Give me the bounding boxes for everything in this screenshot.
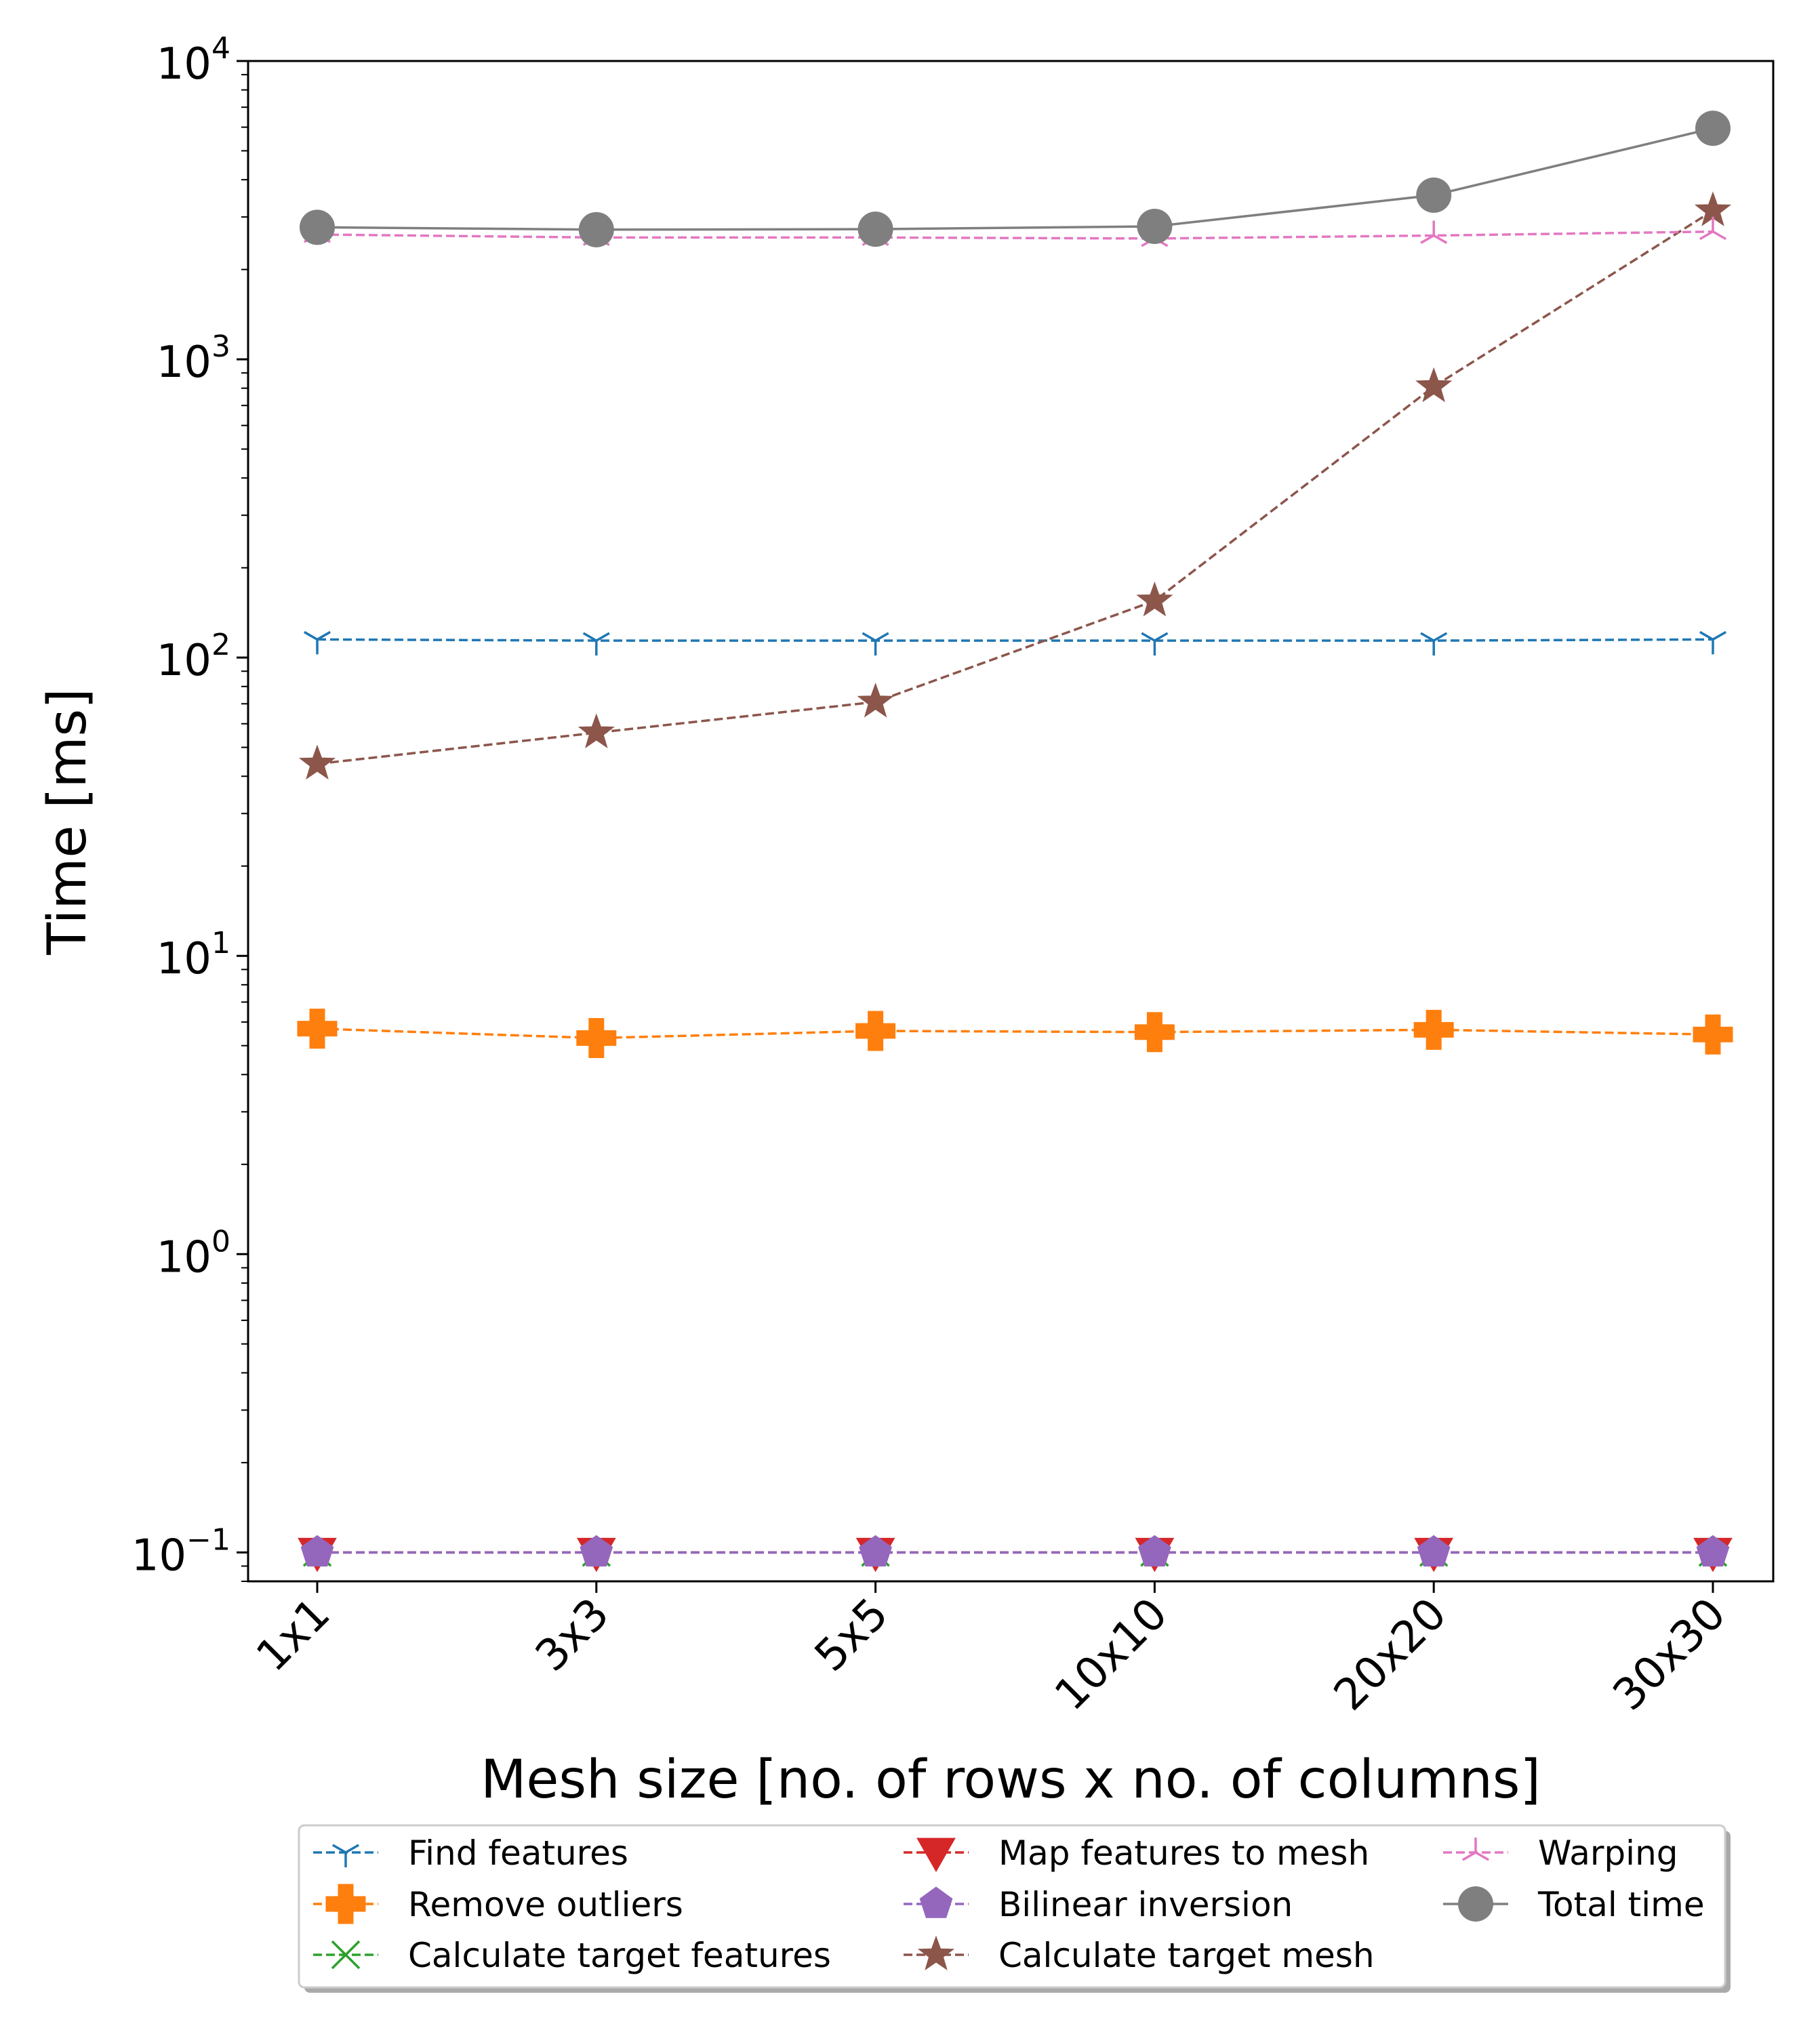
axes-frame xyxy=(247,60,1775,1583)
data-point xyxy=(1699,630,1727,655)
data-point xyxy=(1415,367,1453,403)
legend-marker xyxy=(325,1884,366,1924)
y-tick-label-base: 10 xyxy=(132,1530,186,1581)
series-find-features xyxy=(303,630,1727,656)
y-tick-label-exponent: 2 xyxy=(211,628,230,662)
legend-marker xyxy=(1461,1838,1490,1861)
y-tick-label: 104 xyxy=(157,31,230,89)
legend-marker xyxy=(919,1886,953,1918)
data-point xyxy=(578,211,614,247)
legend-label: Warping xyxy=(1538,1833,1678,1873)
data-point xyxy=(855,1011,896,1051)
y-tick-label: 103 xyxy=(157,329,230,388)
y-tick-label-exponent: 3 xyxy=(211,329,230,364)
y-tick-label-base: 10 xyxy=(157,934,211,984)
series-calculate-target-mesh xyxy=(298,191,1732,780)
y-tick-label-exponent: 4 xyxy=(211,31,230,66)
data-point xyxy=(300,1535,334,1567)
legend-item: Find features xyxy=(313,1833,628,1873)
x-axis-label: Mesh size [no. of rows x no. of columns] xyxy=(481,1749,1541,1810)
data-point xyxy=(1416,177,1452,213)
series-bilinear-inversion xyxy=(300,1535,1730,1567)
legend-label: Total time xyxy=(1537,1885,1705,1924)
data-point xyxy=(580,1535,613,1567)
data-point xyxy=(862,632,889,656)
legend-item: Map features to mesh xyxy=(904,1833,1369,1873)
data-point xyxy=(1420,220,1448,244)
data-point xyxy=(857,683,894,718)
data-point xyxy=(859,1535,892,1567)
series-line xyxy=(317,638,1714,642)
y-tick-label-exponent: 1 xyxy=(211,926,230,960)
legend-item: Bilinear inversion xyxy=(904,1885,1293,1924)
data-point xyxy=(1136,581,1173,617)
legend-item: Warping xyxy=(1443,1833,1678,1873)
data-point xyxy=(1413,1009,1454,1050)
legend-item: Total time xyxy=(1443,1885,1705,1924)
y-axis-label: Time [ms] xyxy=(37,688,98,955)
legend-label: Bilinear inversion xyxy=(998,1885,1293,1924)
data-point xyxy=(300,209,335,245)
legend-item: Calculate target mesh xyxy=(904,1935,1375,1975)
data-point xyxy=(1137,208,1173,244)
y-tick-label-base: 10 xyxy=(157,39,211,89)
legend: Find features Remove outliers Calculate ta… xyxy=(298,1824,1731,1993)
legend-label: Map features to mesh xyxy=(998,1833,1369,1873)
legend-marker xyxy=(917,1935,955,1970)
data-point xyxy=(297,1009,338,1049)
y-tick-label: 101 xyxy=(157,926,230,984)
legend-label: Calculate target mesh xyxy=(998,1936,1375,1975)
series-line xyxy=(317,209,1714,765)
data-point xyxy=(576,1018,617,1059)
data-point xyxy=(1134,1012,1175,1053)
series-remove-outliers xyxy=(297,1009,1733,1059)
data-point xyxy=(582,632,610,656)
legend-box xyxy=(298,1824,1726,1989)
legend-item: Calculate target features xyxy=(313,1936,831,1975)
y-tick-label-exponent: 0 xyxy=(211,1224,230,1259)
y-tick-label-base: 10 xyxy=(157,1232,211,1282)
legend-marker xyxy=(1458,1886,1493,1922)
y-tick-label: 10−1 xyxy=(132,1522,230,1581)
data-point xyxy=(303,630,331,655)
data-point xyxy=(857,211,893,247)
y-tick-label: 100 xyxy=(157,1224,230,1282)
y-tick-label-exponent: −1 xyxy=(186,1522,230,1557)
series-line xyxy=(317,1027,1714,1040)
legend-marker xyxy=(916,1838,956,1873)
legend-item: Remove outliers xyxy=(313,1884,683,1924)
y-tick-label-base: 10 xyxy=(157,338,211,388)
y-tick-label-base: 10 xyxy=(157,636,211,686)
legend-label: Remove outliers xyxy=(408,1885,683,1924)
y-tick-label: 102 xyxy=(157,628,230,686)
data-point xyxy=(1699,216,1727,241)
series-total-time xyxy=(300,110,1731,247)
series-line xyxy=(317,230,1714,240)
legend-marker xyxy=(331,1940,361,1970)
series-layer xyxy=(297,110,1733,1573)
data-point xyxy=(1695,110,1731,146)
data-point xyxy=(1696,1535,1730,1567)
data-point xyxy=(1420,632,1448,656)
series-line xyxy=(317,127,1714,231)
data-point xyxy=(578,713,615,748)
data-point xyxy=(1138,1535,1171,1567)
legend-marker xyxy=(331,1844,360,1867)
data-point xyxy=(1693,1014,1733,1055)
data-point xyxy=(298,744,336,780)
data-point xyxy=(1141,632,1169,656)
legend-label: Calculate target features xyxy=(408,1936,831,1975)
legend-label: Find features xyxy=(408,1833,628,1873)
data-point xyxy=(1417,1535,1451,1567)
